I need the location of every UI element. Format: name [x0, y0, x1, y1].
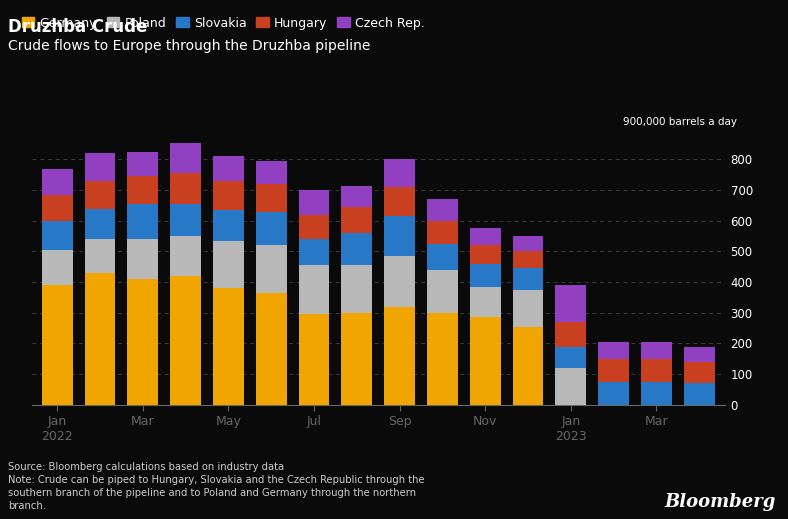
Bar [598, 382, 629, 405]
Bar [213, 181, 243, 210]
Bar [513, 268, 544, 290]
Bar [427, 270, 458, 313]
Bar [84, 153, 115, 181]
Bar [128, 176, 158, 204]
Text: Bloomberg: Bloomberg [665, 493, 776, 511]
Bar [641, 382, 672, 405]
Bar [341, 233, 372, 265]
Bar [684, 362, 715, 384]
Text: Druzhba Crude: Druzhba Crude [8, 18, 147, 36]
Bar [170, 204, 201, 236]
Bar [470, 228, 500, 245]
Bar [170, 143, 201, 173]
Bar [42, 285, 72, 405]
Bar [684, 347, 715, 362]
Bar [299, 239, 329, 265]
Text: 900,000 barrels a day: 900,000 barrels a day [623, 117, 737, 127]
Bar [427, 221, 458, 244]
Bar [385, 216, 415, 256]
Bar [385, 256, 415, 307]
Bar [299, 215, 329, 239]
Bar [84, 181, 115, 209]
Bar [385, 187, 415, 216]
Bar [84, 209, 115, 239]
Bar [598, 342, 629, 359]
Bar [42, 221, 72, 250]
Bar [42, 250, 72, 285]
Bar [385, 307, 415, 405]
Bar [556, 347, 586, 368]
Bar [170, 173, 201, 204]
Bar [427, 244, 458, 270]
Bar [213, 210, 243, 241]
Bar [641, 359, 672, 382]
Bar [470, 264, 500, 286]
Legend: Germany, Poland, Slovakia, Hungary, Czech Rep.: Germany, Poland, Slovakia, Hungary, Czec… [17, 11, 429, 35]
Bar [513, 252, 544, 268]
Bar [256, 161, 287, 184]
Bar [556, 322, 586, 347]
Bar [170, 276, 201, 405]
Bar [684, 384, 715, 405]
Bar [427, 313, 458, 405]
Bar [598, 359, 629, 382]
Bar [641, 342, 672, 359]
Text: Source: Bloomberg calculations based on industry data
Note: Crude can be piped t: Source: Bloomberg calculations based on … [8, 461, 425, 511]
Bar [513, 290, 544, 326]
Bar [470, 245, 500, 264]
Bar [84, 273, 115, 405]
Bar [128, 204, 158, 239]
Bar [213, 241, 243, 288]
Bar [556, 368, 586, 405]
Bar [42, 195, 72, 221]
Bar [299, 315, 329, 405]
Bar [84, 239, 115, 273]
Bar [170, 236, 201, 276]
Bar [128, 279, 158, 405]
Bar [341, 313, 372, 405]
Bar [213, 288, 243, 405]
Bar [256, 212, 287, 245]
Bar [427, 199, 458, 221]
Text: Crude flows to Europe through the Druzhba pipeline: Crude flows to Europe through the Druzhb… [8, 39, 370, 53]
Bar [470, 318, 500, 405]
Bar [299, 190, 329, 215]
Bar [256, 245, 287, 293]
Bar [128, 239, 158, 279]
Bar [256, 293, 287, 405]
Bar [341, 186, 372, 207]
Bar [42, 169, 72, 195]
Bar [556, 285, 586, 322]
Bar [213, 156, 243, 181]
Bar [385, 159, 415, 187]
Bar [299, 265, 329, 315]
Bar [256, 184, 287, 212]
Bar [341, 265, 372, 313]
Bar [341, 207, 372, 233]
Bar [470, 286, 500, 318]
Bar [513, 236, 544, 252]
Bar [513, 326, 544, 405]
Bar [128, 152, 158, 176]
